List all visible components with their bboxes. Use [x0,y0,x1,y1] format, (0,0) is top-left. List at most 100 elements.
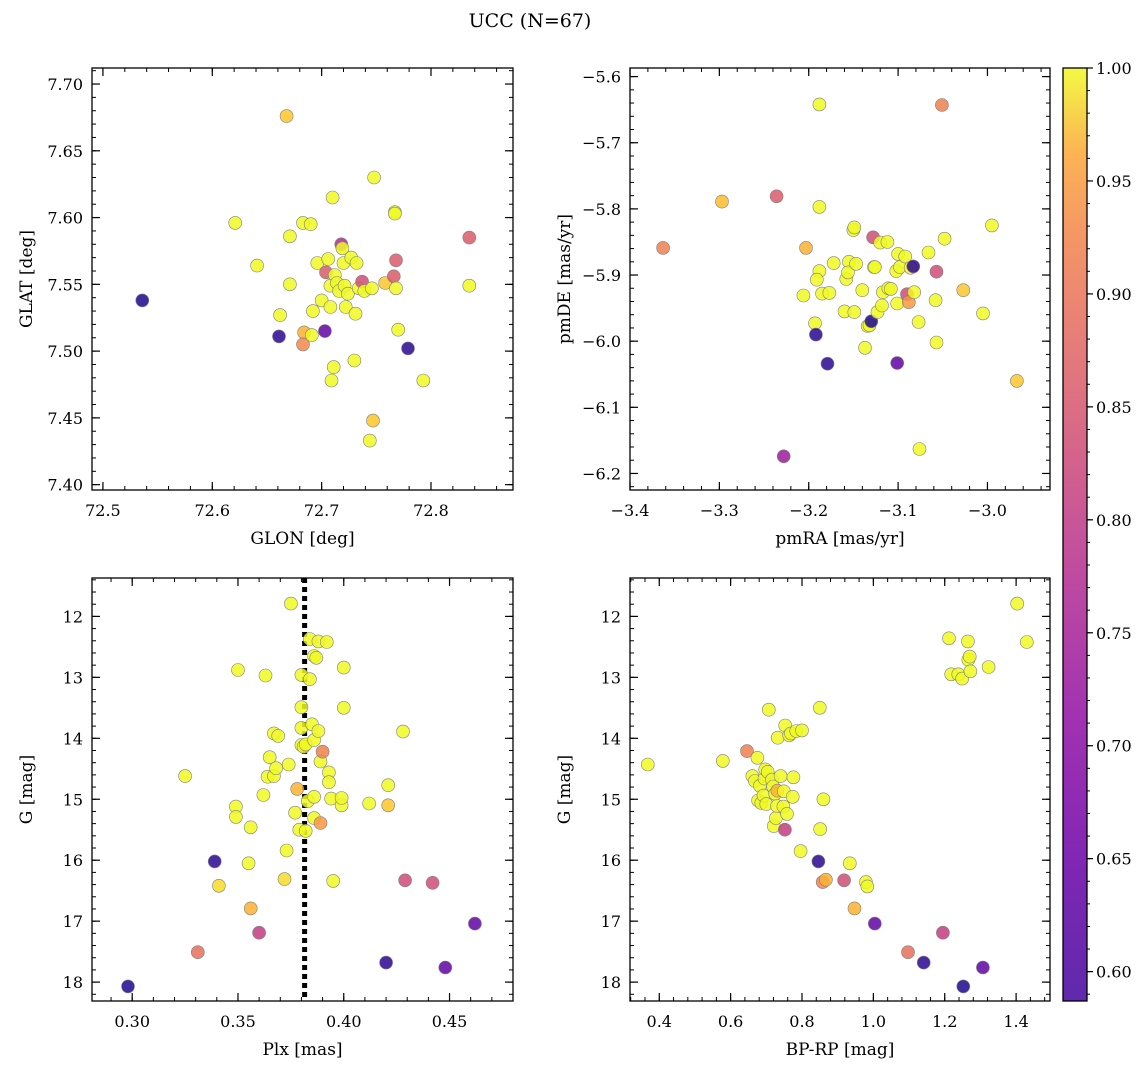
scatter-point [283,277,297,292]
colorbar: 0.60 0.65 0.70 0.75 0.80 0.85 0.90 0.95 1.00 [1062,59,1132,1002]
scatter-point [294,700,309,715]
x-tick-label: 0.8 [789,1012,814,1031]
y-tick-label: 13 [63,668,83,687]
scatter-point [389,281,403,296]
scatter-point [178,769,192,783]
scatter-point [985,218,999,233]
scatter-point [929,264,944,279]
scatter-point [906,259,921,274]
scatter-point [715,194,729,209]
scatter-point [976,306,990,321]
x-axis-label: Plx [mas] [262,1040,342,1060]
scatter-point [462,230,477,245]
y-tick-label: 7.65 [47,142,83,161]
scatter-point [912,442,927,456]
scatter-point [396,724,410,739]
scatter-point [841,265,855,280]
scatter-point [321,252,336,266]
scatter-point [916,955,931,970]
y-tick-label: 18 [63,973,83,992]
scatter-point [929,335,944,350]
scatter-point [786,770,801,785]
x-tick-label: −3.1 [879,501,918,520]
scatter-point [776,449,791,464]
colorbar-tick-label: 0.90 [1096,285,1132,304]
scatter-point [822,286,837,300]
scatter-point [816,792,831,807]
scatter-point [121,979,135,994]
scatter-point [858,340,872,355]
scatter-point [348,306,363,321]
scatter-point [258,668,273,683]
colorbar-tick-label: 1.00 [1096,59,1132,78]
scatter-point [252,925,266,940]
x-tick-label: 0.30 [114,1012,150,1031]
y-tick-label: 18 [601,973,621,992]
scatter-point [961,634,975,649]
y-axis-label: pmDE [mas/yr] [555,214,575,344]
scatter-point [322,775,336,790]
colorbar-tick-label: 0.85 [1096,398,1132,417]
x-tick-label: −3.4 [611,501,650,520]
scatter-point [401,341,415,356]
scatter-point [780,807,794,821]
y-tick-label: −5.7 [582,134,621,153]
scatter-point [880,235,895,249]
scatter-point [812,700,827,715]
scatter-point [884,282,898,296]
scatter-point [868,260,882,274]
scatter-point [228,216,242,230]
scatter-point [388,206,402,221]
scatter-point [956,979,971,994]
scatter-point [303,217,318,231]
y-tick-label: 16 [601,851,621,870]
scatter-point [769,189,784,204]
scatter-point [279,843,294,858]
scatter-point [936,925,950,940]
y-tick-label: 15 [63,790,83,809]
scatter-point [890,296,905,311]
scatter-point [898,249,913,264]
scatter-point [324,373,339,388]
colorbar-tick-label: 0.75 [1096,624,1132,643]
scatter-point [367,170,381,185]
scatter-point [269,761,283,776]
scatter-point [335,241,350,256]
y-tick-label: −6.0 [582,332,621,351]
scatter-point [640,757,655,772]
y-tick-label: 7.40 [47,476,83,495]
panel-bprp-g: 0.4 0.6 0.8 1.0 1.2 1.4 12 13 14 15 16 17 18 BP-RP [m… [555,577,1051,1060]
scatter-points [640,596,1034,994]
y-tick-label: 16 [63,851,83,870]
scatter-point [416,373,431,388]
scatter-point [837,873,851,888]
x-tick-label: 0.40 [326,1012,362,1031]
scatter-point [325,190,340,205]
y-tick-label: −5.9 [582,266,621,285]
scatter-point [963,664,978,679]
scatter-point [365,281,379,296]
x-tick-label: 72.5 [85,501,121,520]
scatter-point [962,649,977,664]
scatter-point [306,304,320,318]
x-tick-label: 0.35 [220,1012,256,1031]
scatter-point [907,285,922,300]
scatter-point [813,822,828,836]
x-tick-label: −3.2 [789,501,828,520]
scatter-point [860,879,875,894]
x-tick-label: 1.2 [932,1012,957,1031]
scatter-point [349,256,364,270]
y-tick-label: 14 [601,729,621,748]
scatter-point [398,873,412,888]
scatter-point [347,353,362,368]
scatter-point [326,874,341,888]
y-tick-label: 7.45 [47,409,83,428]
y-tick-label: 12 [601,607,621,626]
axes-frame [91,67,514,491]
y-tick-label: 7.60 [47,209,83,228]
y-tick-label: 7.70 [47,75,83,94]
scatter-point [315,744,330,759]
x-tick-label: 72.7 [304,501,340,520]
scatter-point [381,798,396,813]
